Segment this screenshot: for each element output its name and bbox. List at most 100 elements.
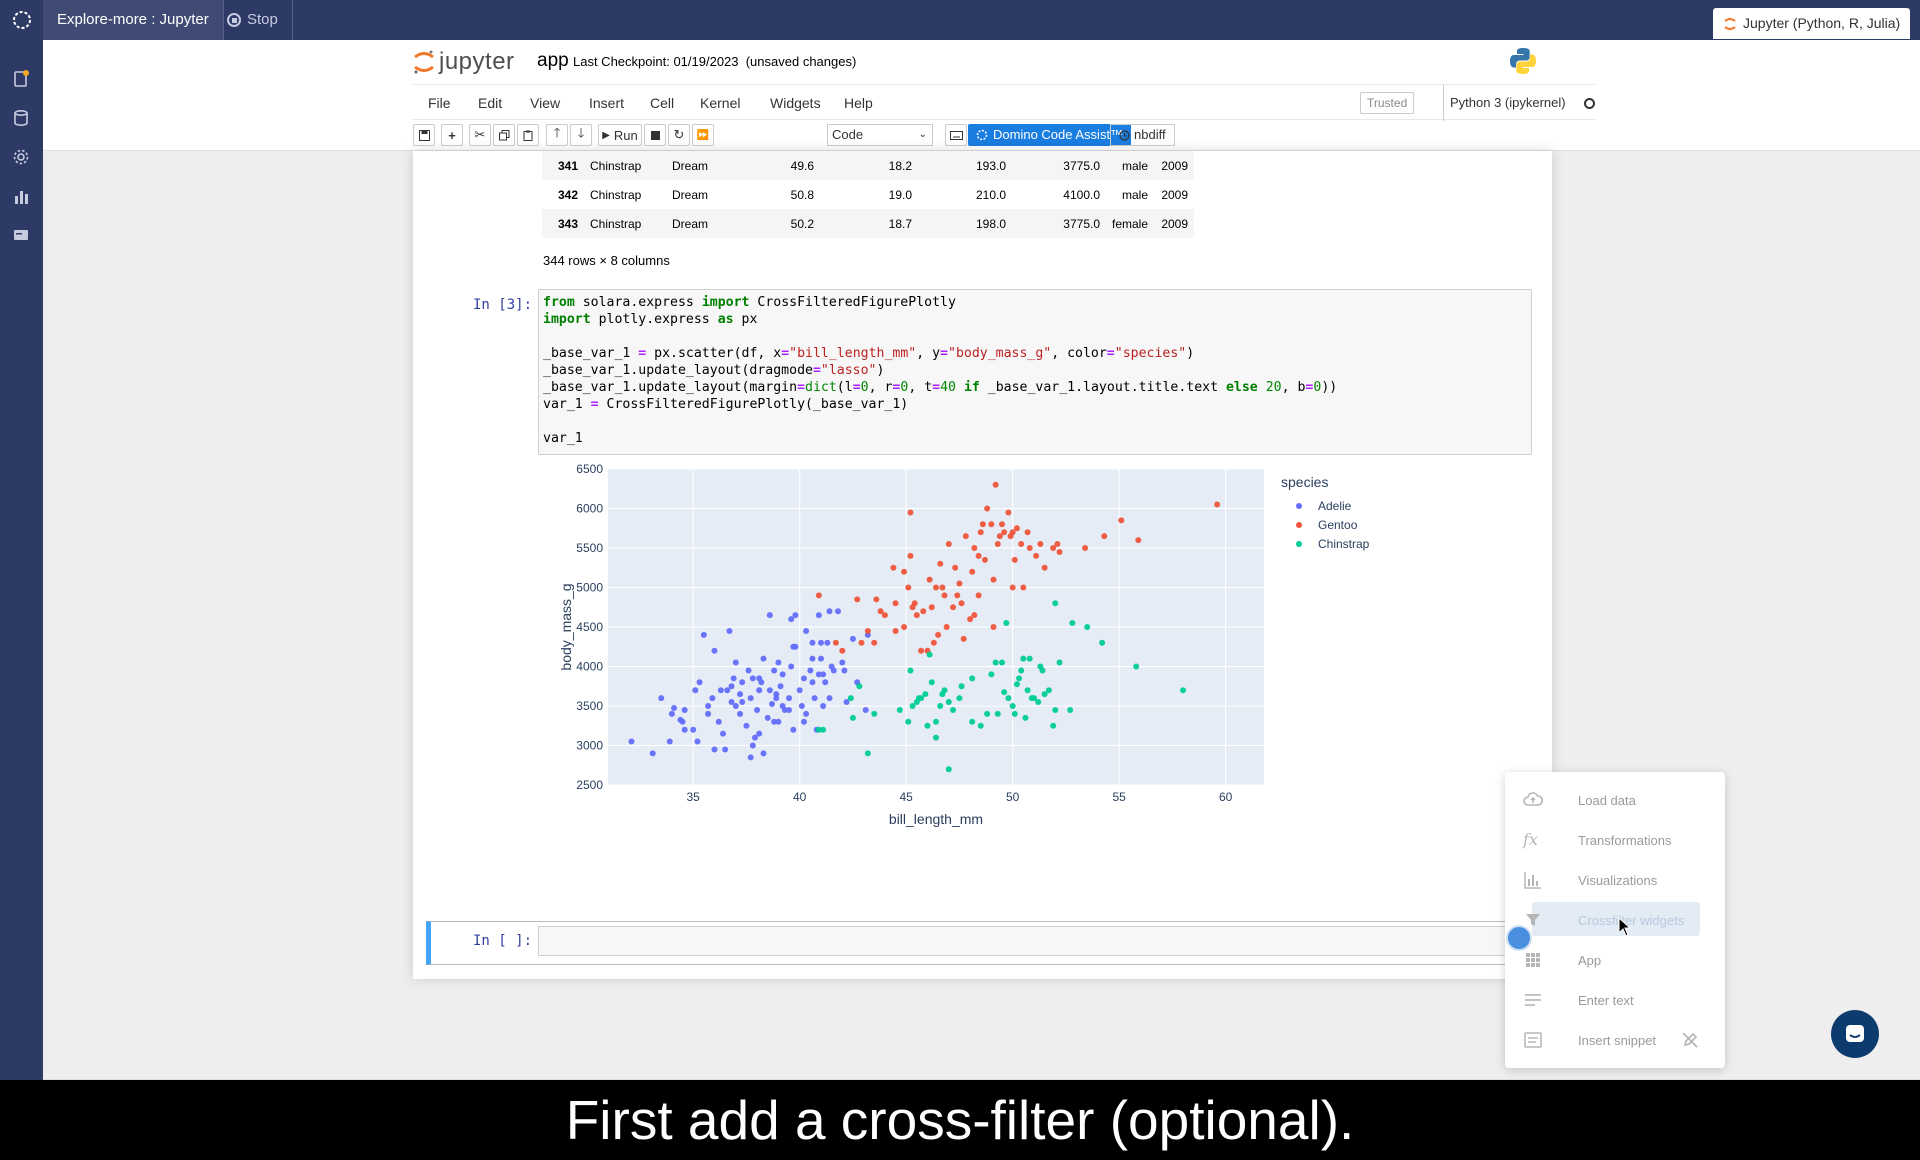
data-point-gentoo <box>945 541 952 548</box>
data-point-gentoo <box>890 564 897 571</box>
data-point-chinstrap <box>1050 722 1057 729</box>
menu-file[interactable]: File <box>428 95 451 111</box>
left-rail <box>0 40 43 1080</box>
data-point-adelie <box>726 627 733 634</box>
menu-item-load-data[interactable]: Load data <box>1505 780 1725 820</box>
chat-support-button[interactable] <box>1831 1010 1879 1058</box>
menu-kernel[interactable]: Kernel <box>700 95 741 111</box>
restart-run-all-button[interactable]: ⏩ <box>692 124 714 146</box>
menu-edit[interactable]: Edit <box>478 95 503 111</box>
data-point-gentoo <box>962 533 969 540</box>
menu-item-app[interactable]: App <box>1505 940 1725 980</box>
menu-widgets[interactable]: Widgets <box>770 95 821 111</box>
data-point-chinstrap <box>1018 667 1025 674</box>
python-logo-icon <box>1510 48 1536 74</box>
data-icon[interactable] <box>12 109 30 127</box>
data-point-adelie <box>649 750 656 757</box>
add-cell-button[interactable]: + <box>441 124 463 146</box>
workspace-title-tab[interactable]: Explore-more : Jupyter <box>43 0 224 40</box>
kernel-name[interactable]: Python 3 (ipykernel) <box>1443 85 1566 121</box>
restart-button[interactable]: ↻ <box>668 124 690 146</box>
files-icon[interactable] <box>12 70 30 88</box>
data-point-adelie <box>756 687 763 694</box>
run-label: Run <box>613 127 638 143</box>
menu-item-label: Insert snippet <box>1578 1032 1657 1048</box>
scatter-chart[interactable]: 35 40 45 50 55 60 2500 3000 3500 4000 4500 5000 5500… <box>531 462 1451 896</box>
data-point-adelie <box>711 647 718 654</box>
caption-bar: First add a cross-filter (optional). <box>0 1080 1920 1160</box>
data-point-chinstrap <box>907 667 914 674</box>
data-point-gentoo <box>981 556 988 563</box>
menu-item-label: Visualizations <box>1578 872 1658 888</box>
cut-button[interactable]: ✂ <box>469 124 491 146</box>
menu-view[interactable]: View <box>530 95 561 111</box>
data-point-gentoo <box>1018 541 1025 548</box>
data-point-chinstrap <box>1005 695 1012 702</box>
legend-marker <box>1296 541 1302 547</box>
nbdiff-label: nbdiff <box>1134 127 1166 142</box>
menu-cell[interactable]: Cell <box>650 95 675 111</box>
save-button[interactable] <box>413 124 435 146</box>
data-point-adelie <box>811 695 818 702</box>
copy-button[interactable] <box>493 124 515 146</box>
data-point-gentoo <box>1011 556 1018 563</box>
table-cell: 193.0 <box>918 151 1012 180</box>
menu-item-transformations[interactable]: fx Transformations <box>1505 820 1725 860</box>
domino-logo-icon[interactable] <box>0 0 43 40</box>
data-point-adelie <box>835 608 842 615</box>
move-up-button[interactable]: 🡑 <box>546 124 568 146</box>
menu-item-label: Crossfilter widgets <box>1578 912 1685 928</box>
environment-tab[interactable]: Jupyter (Python, R, Julia) <box>1713 8 1911 39</box>
data-point-gentoo <box>905 584 912 591</box>
data-point-adelie <box>658 695 665 702</box>
data-point-gentoo <box>977 529 984 536</box>
data-point-adelie <box>786 706 793 713</box>
stop-button[interactable]: Stop <box>213 0 293 40</box>
data-point-gentoo <box>988 521 995 528</box>
data-point-adelie <box>705 710 712 717</box>
run-button[interactable]: ▶ Run <box>598 124 642 146</box>
environment-label: Jupyter (Python, R, Julia) <box>1743 15 1901 31</box>
data-point-adelie <box>709 695 716 702</box>
edit-off-icon[interactable] <box>1680 1030 1700 1050</box>
data-point-adelie <box>760 750 767 757</box>
data-point-adelie <box>756 675 763 682</box>
move-down-button[interactable]: 🡓 <box>570 124 592 146</box>
menu-item-enter-text[interactable]: Enter text <box>1505 980 1725 1020</box>
interrupt-button[interactable] <box>644 124 666 146</box>
menu-insert[interactable]: Insert <box>589 95 625 111</box>
menu-item-visualizations[interactable]: Visualizations <box>1505 860 1725 900</box>
table-cell: female <box>1106 209 1155 238</box>
code-cell-input[interactable]: from solara.express import CrossFiltered… <box>538 289 1532 455</box>
data-point-adelie <box>815 671 822 678</box>
code-assist-fab-button[interactable] <box>1506 925 1532 951</box>
nbdiff-button[interactable]: nbdiff <box>1110 124 1175 146</box>
scatter-svg[interactable]: 35 40 45 50 55 60 2500 3000 3500 4000 4500 5000 5500… <box>531 462 1451 896</box>
notebook-name[interactable]: app <box>537 50 569 71</box>
menu-item-insert-snippet[interactable]: Insert snippet <box>1505 1020 1725 1060</box>
table-cell: male <box>1122 187 1149 202</box>
trusted-indicator[interactable]: Trusted <box>1360 92 1415 114</box>
card-icon[interactable] <box>12 226 30 244</box>
data-point-gentoo <box>1054 541 1061 548</box>
menu-item-crossfilter-widgets[interactable]: Crossfilter widgets <box>1505 900 1725 940</box>
empty-cell-input[interactable] <box>538 926 1518 956</box>
data-point-gentoo <box>958 600 965 607</box>
paste-button[interactable] <box>517 124 539 146</box>
table-cell: 18.2 <box>820 151 918 180</box>
data-point-chinstrap <box>956 695 963 702</box>
jupyter-logo[interactable]: jupyter <box>413 48 515 76</box>
domino-code-assist-button[interactable]: Domino Code Assist™ <box>968 124 1132 146</box>
table-cell: 3775.0 <box>1012 151 1106 180</box>
data-point-adelie <box>803 710 810 717</box>
table-row: 343 Chinstrap Dream 50.2 18.7 198.0 3775.0 fema… <box>542 209 1195 238</box>
command-palette-button[interactable] <box>945 124 967 146</box>
settings-icon[interactable] <box>12 148 30 166</box>
menu-help[interactable]: Help <box>844 95 873 111</box>
data-point-gentoo <box>935 631 942 638</box>
data-point-chinstrap <box>945 766 952 773</box>
cell-type-select[interactable]: Code ⌄ <box>827 124 933 146</box>
y-tick-label: 3000 <box>576 739 603 753</box>
chart-icon[interactable] <box>12 188 30 206</box>
data-point-chinstrap <box>1180 687 1187 694</box>
